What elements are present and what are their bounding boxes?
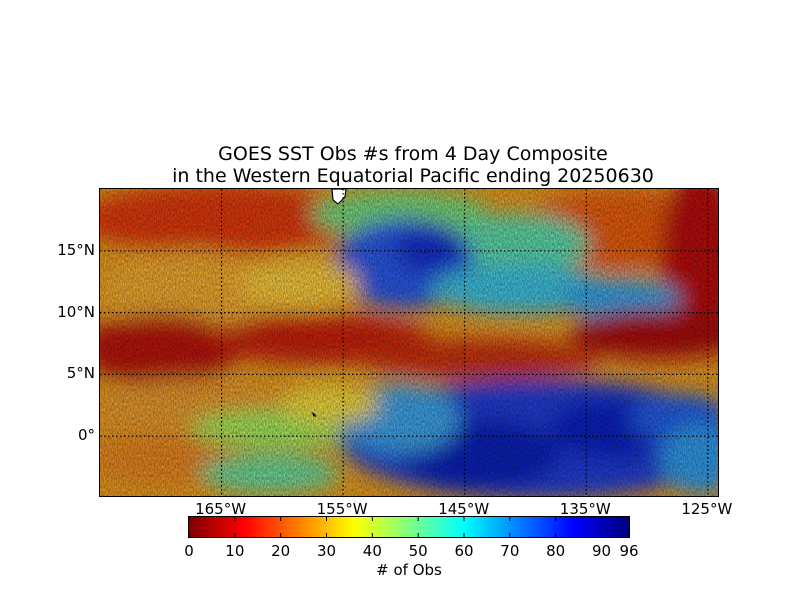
colorbar-gradient	[188, 517, 630, 537]
latitude-label: 15°N	[57, 240, 95, 259]
colorbar-tick-label: 30	[316, 542, 337, 560]
gridlines	[100, 189, 718, 496]
colorbar-tick-label: 0	[184, 542, 194, 560]
latitude-label: 5°N	[66, 364, 95, 383]
colorbar-tick-label: 40	[362, 542, 382, 560]
longitude-label: 135°W	[559, 500, 611, 518]
colorbar-tick-label: 50	[408, 542, 428, 560]
colorbar-label: # of Obs	[376, 561, 442, 579]
colorbar-tick-label: 90	[591, 542, 612, 560]
colorbar-tick-label: 10	[225, 542, 245, 560]
colorbar-tick-label: 80	[546, 542, 566, 560]
map-title-line-1: GOES SST Obs #s from 4 Day Composite	[218, 143, 608, 165]
sst-obs-field	[100, 189, 718, 496]
longitude-label: 145°W	[438, 500, 490, 518]
small-island	[312, 412, 316, 417]
longitude-label: 155°W	[316, 500, 368, 518]
longitude-label: 165°W	[195, 500, 247, 518]
colorbar-tick-label: 70	[500, 542, 520, 560]
latitude-label: 10°N	[57, 302, 95, 321]
colorbar-tick-label: 60	[454, 542, 474, 560]
hawaii-island	[331, 189, 347, 205]
sst-obs-map	[99, 188, 719, 497]
map-title-line-2: in the Western Equatorial Pacific ending…	[172, 165, 654, 187]
colorbar	[188, 516, 630, 538]
latitude-label: 0°	[77, 426, 95, 445]
colorbar-tick-label: 96	[619, 542, 639, 560]
colorbar-tick-label: 20	[271, 542, 291, 560]
longitude-label: 125°W	[681, 500, 733, 518]
